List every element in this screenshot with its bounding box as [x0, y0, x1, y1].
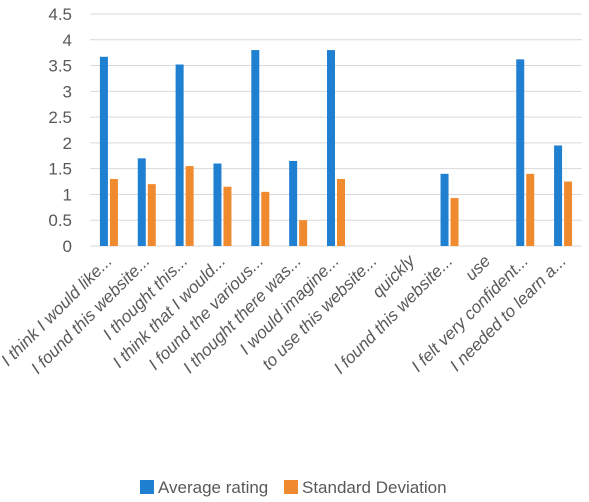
- bar-average-rating: [289, 160, 298, 246]
- bar-standard-deviation: [450, 198, 459, 246]
- bar-standard-deviation: [564, 181, 573, 246]
- y-tick-label: 1.5: [48, 160, 72, 179]
- bar-standard-deviation: [526, 173, 535, 246]
- bar-standard-deviation: [299, 220, 308, 246]
- bar-average-rating: [251, 50, 260, 246]
- y-tick-label: 4.5: [48, 5, 72, 24]
- bar-average-rating: [554, 145, 563, 246]
- y-axis-tick-labels: 0 0.5 1 1.5 2 2.5 3 3.5 4 4.5: [48, 5, 72, 256]
- bar-average-rating: [99, 56, 108, 247]
- bar-average-rating: [440, 173, 449, 246]
- bar-standard-deviation: [223, 186, 232, 246]
- legend: Average rating Standard Deviation: [140, 478, 447, 497]
- bar-standard-deviation: [261, 191, 270, 246]
- bar-average-rating: [213, 163, 222, 246]
- bar-average-rating: [175, 64, 184, 246]
- x-category-label: use: [461, 251, 494, 284]
- gridlines: [90, 13, 582, 247]
- bar-standard-deviation: [109, 178, 118, 246]
- bar-standard-deviation: [185, 166, 194, 246]
- bar-average-rating: [137, 158, 146, 246]
- bar-average-rating: [516, 59, 525, 246]
- y-tick-label: 2.5: [48, 108, 72, 127]
- bar-average-rating: [327, 50, 335, 246]
- bar-standard-deviation: [337, 178, 345, 246]
- y-tick-label: 1: [63, 185, 72, 204]
- bars: [99, 50, 573, 247]
- bar-standard-deviation: [147, 184, 156, 246]
- legend-label: Average rating: [158, 478, 268, 497]
- legend-swatch: [284, 480, 298, 494]
- legend-label: Standard Deviation: [302, 478, 447, 497]
- y-tick-label: 0.5: [48, 211, 72, 230]
- y-tick-label: 3: [63, 82, 72, 101]
- y-tick-label: 2: [63, 134, 72, 153]
- legend-swatch: [140, 480, 154, 494]
- y-tick-label: 3.5: [48, 57, 72, 76]
- y-tick-label: 0: [63, 237, 72, 256]
- x-axis-category-labels: I think I would like...I found this webs…: [0, 250, 570, 377]
- y-tick-label: 4: [63, 31, 72, 50]
